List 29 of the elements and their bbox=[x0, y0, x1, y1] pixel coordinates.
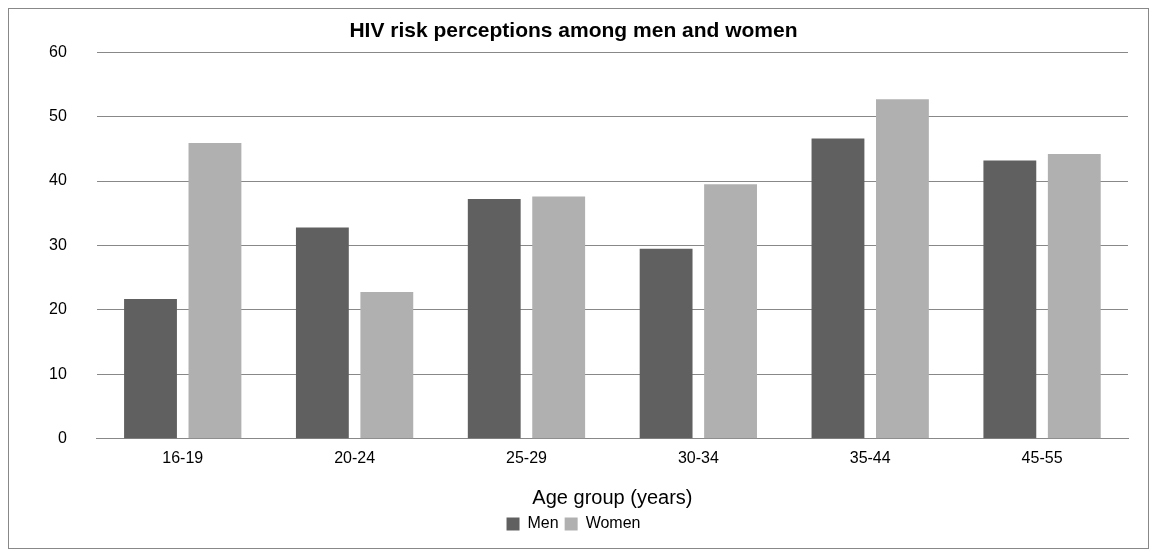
y-tick-label: 20 bbox=[49, 300, 67, 318]
y-tick-label: 10 bbox=[49, 364, 67, 382]
y-tick-label: 60 bbox=[49, 42, 67, 60]
bar bbox=[811, 138, 865, 439]
legend-label: Women bbox=[585, 514, 641, 532]
x-tick-label: 16-19 bbox=[162, 448, 204, 466]
bar bbox=[983, 160, 1037, 439]
bar bbox=[532, 196, 586, 439]
bar bbox=[188, 143, 242, 439]
chart-title: HIV risk perceptions among men and women bbox=[349, 18, 798, 42]
bar bbox=[467, 199, 521, 439]
x-tick-label: 25-29 bbox=[506, 448, 548, 466]
x-tick-label: 30-34 bbox=[677, 448, 719, 466]
x-axis-title: Age group (years) bbox=[532, 485, 693, 508]
y-tick-label: 30 bbox=[49, 235, 67, 253]
bar bbox=[295, 227, 349, 439]
legend-label: Men bbox=[527, 514, 559, 532]
bar bbox=[639, 248, 693, 439]
y-tick-label: 40 bbox=[49, 171, 67, 189]
bar bbox=[704, 184, 757, 439]
y-tick-label: 0 bbox=[57, 429, 67, 447]
bar bbox=[360, 291, 414, 439]
bar bbox=[1047, 154, 1101, 439]
bar bbox=[124, 298, 177, 439]
bar bbox=[876, 99, 929, 439]
x-tick-label: 35-44 bbox=[849, 448, 891, 466]
y-tick-label: 50 bbox=[49, 107, 67, 125]
x-tick-label: 45-55 bbox=[1021, 448, 1063, 466]
x-tick-label: 20-24 bbox=[334, 448, 376, 466]
